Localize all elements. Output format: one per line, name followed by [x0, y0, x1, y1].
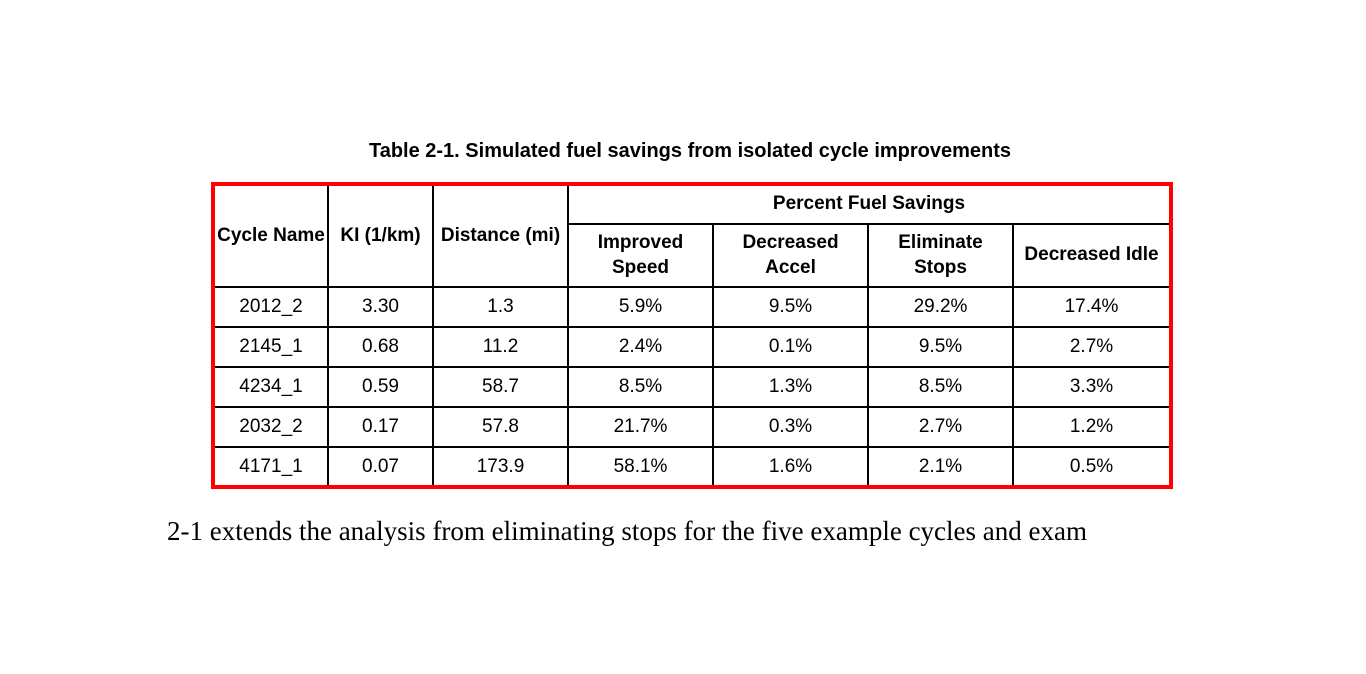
cell-distance: 173.9 [432, 446, 569, 488]
table-caption: Table 2-1. Simulated fuel savings from i… [368, 140, 1012, 162]
table-row: 2145_1 0.68 11.2 2.4% 0.1% 9.5% 2.7% [212, 326, 1172, 368]
cell-cycle-name: 4234_1 [212, 366, 329, 408]
cell-cycle-name: 2012_2 [212, 286, 329, 328]
cell-eliminate-stops: 2.7% [867, 406, 1014, 448]
cell-decreased-idle: 2.7% [1012, 326, 1172, 368]
cell-decreased-idle: 0.5% [1012, 446, 1172, 488]
table-row: 4234_1 0.59 58.7 8.5% 1.3% 8.5% 3.3% [212, 366, 1172, 408]
fuel-savings-table: Cycle Name KI (1/km) Distance (mi) Perce… [211, 182, 1173, 489]
cell-cycle-name: 2145_1 [212, 326, 329, 368]
cell-decreased-idle: 1.2% [1012, 406, 1172, 448]
cell-ki: 0.17 [327, 406, 434, 448]
header-row-sub: Improved Speed Decreased Accel Eliminate… [213, 223, 1172, 288]
cell-distance: 1.3 [432, 286, 569, 328]
cell-improved-speed: 21.7% [567, 406, 714, 448]
header-decreased-idle: Decreased Idle [1012, 223, 1172, 288]
paragraph-fragment: 2-1 extends the analysis from eliminatin… [167, 516, 1087, 546]
cell-decreased-idle: 17.4% [1012, 286, 1172, 328]
cell-decreased-idle: 3.3% [1012, 366, 1172, 408]
cell-improved-speed: 58.1% [567, 446, 714, 488]
cell-decreased-accel: 1.3% [712, 366, 869, 408]
header-improved-speed: Improved Speed [567, 223, 714, 288]
cell-decreased-accel: 0.1% [712, 326, 869, 368]
cell-ki: 0.68 [327, 326, 434, 368]
cell-improved-speed: 8.5% [567, 366, 714, 408]
cell-ki: 0.07 [327, 446, 434, 488]
header-distance: Distance (mi) [432, 183, 569, 288]
table-row: 2012_2 3.30 1.3 5.9% 9.5% 29.2% 17.4% [212, 286, 1172, 328]
cell-decreased-accel: 9.5% [712, 286, 869, 328]
cell-eliminate-stops: 9.5% [867, 326, 1014, 368]
header-cycle-name: Cycle Name [212, 183, 329, 288]
cell-decreased-accel: 0.3% [712, 406, 869, 448]
cell-decreased-accel: 1.6% [712, 446, 869, 488]
header-ki: KI (1/km) [327, 183, 434, 288]
cell-distance: 58.7 [432, 366, 569, 408]
cell-improved-speed: 5.9% [567, 286, 714, 328]
cell-ki: 3.30 [327, 286, 434, 328]
cell-distance: 57.8 [432, 406, 569, 448]
cell-eliminate-stops: 8.5% [867, 366, 1014, 408]
header-row-group: Cycle Name KI (1/km) Distance (mi) Perce… [212, 183, 1172, 288]
cell-improved-speed: 2.4% [567, 326, 714, 368]
cell-cycle-name: 4171_1 [212, 446, 329, 488]
cell-eliminate-stops: 2.1% [867, 446, 1014, 488]
cell-eliminate-stops: 29.2% [867, 286, 1014, 328]
header-percent-fuel-savings: Percent Fuel Savings [567, 183, 1172, 225]
table-row: 2032_2 0.17 57.8 21.7% 0.3% 2.7% 1.2% [212, 406, 1172, 448]
header-eliminate-stops: Eliminate Stops [867, 223, 1014, 288]
cell-ki: 0.59 [327, 366, 434, 408]
table-row: 4171_1 0.07 173.9 58.1% 1.6% 2.1% 0.5% [212, 446, 1172, 488]
fuel-savings-table-frame: Cycle Name KI (1/km) Distance (mi) Perce… [211, 182, 1173, 489]
header-decreased-accel: Decreased Accel [712, 223, 869, 288]
cell-distance: 11.2 [432, 326, 569, 368]
cell-cycle-name: 2032_2 [212, 406, 329, 448]
